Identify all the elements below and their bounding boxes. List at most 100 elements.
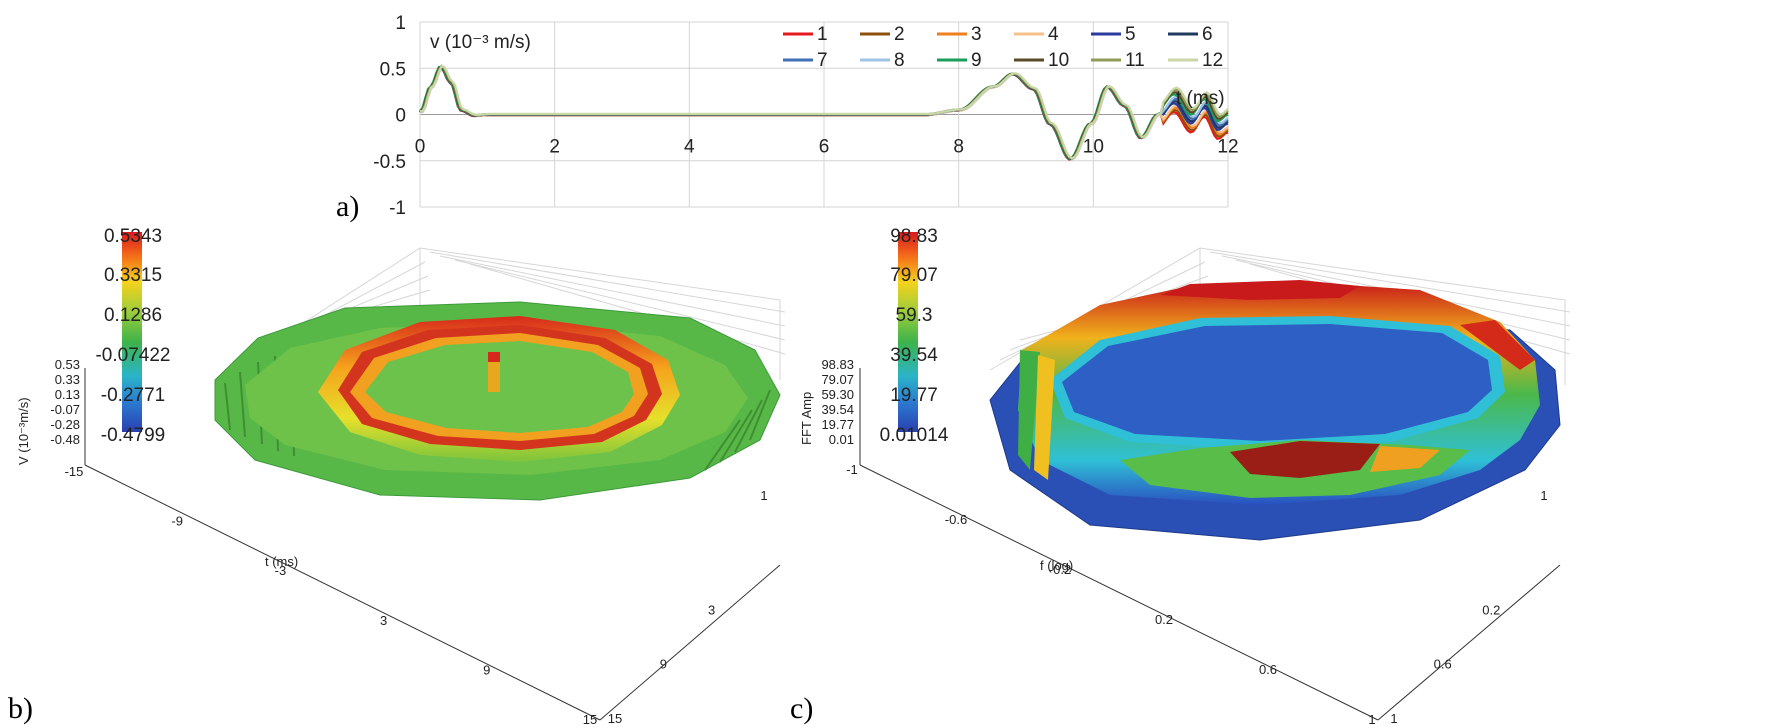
- legend-label: 7: [817, 50, 828, 71]
- x-tick-labels: -15 -9 -3 3 9 15: [65, 464, 598, 727]
- x-tick-label: 0: [415, 137, 426, 158]
- x-axis-label: t (ms): [1176, 88, 1225, 109]
- colorbar-tick-label: 98.83: [890, 226, 938, 247]
- colorbar-tick-label: -0.2771: [101, 385, 165, 406]
- y-tick-labels: 1 0.6 0.2 1: [1390, 488, 1547, 726]
- surface-left-wall: [1018, 350, 1040, 470]
- legend-label: 1: [817, 24, 828, 45]
- x-tick-label: 12: [1217, 137, 1238, 158]
- z-axis: [84, 368, 781, 721]
- z-tick-label: -0.07: [50, 402, 80, 417]
- y-tick-label: 0.5: [380, 59, 406, 80]
- z-tick-label: 19.77: [821, 417, 854, 432]
- colorbar-tick-labels: 98.83 79.07 59.3 39.54 19.77 0.01014: [880, 226, 949, 446]
- y-tick-label: 9: [660, 657, 667, 672]
- z-axis: [859, 368, 1561, 721]
- panel-label-b: b): [8, 692, 33, 725]
- x-tick-label: 15: [583, 712, 597, 727]
- y-tick-label-cut: 1: [1540, 488, 1547, 503]
- y-tick-label: 15: [608, 711, 622, 726]
- legend-label: 5: [1125, 24, 1136, 45]
- x-axis-label: f (log): [1040, 558, 1073, 573]
- z-tick-label: 0.53: [55, 357, 80, 372]
- x-tick-label: 9: [483, 662, 490, 677]
- x-tick-label: 8: [953, 137, 964, 158]
- x-tick-label: 0.2: [1155, 612, 1173, 627]
- x-tick-label: 4: [684, 137, 695, 158]
- colorbar-tick-label: -0.07422: [95, 345, 170, 366]
- colorbar-tick-label: 59.3: [896, 305, 933, 326]
- legend-label: 9: [971, 50, 982, 71]
- colorbar-tick-label: 0.5343: [104, 226, 162, 247]
- surface-crest-back: [1160, 280, 1360, 300]
- y-axis-label: v (10⁻³ m/s): [430, 32, 531, 53]
- y-tick-label: 0.2: [1482, 602, 1500, 617]
- y-tick-label: -1: [389, 198, 406, 219]
- z-tick-label: -0.48: [50, 432, 80, 447]
- colorbar: [898, 232, 918, 432]
- colorbar: [122, 232, 142, 432]
- y-tick-label: 1: [1390, 711, 1397, 726]
- surface-center-spike-top: [488, 352, 500, 362]
- y-tick-label: 0.6: [1434, 657, 1452, 672]
- colorbar-tick-label: 0.3315: [104, 265, 162, 286]
- legend-label: 4: [1048, 24, 1059, 45]
- x-tick-label: -0.2: [1049, 562, 1071, 577]
- colorbar-tick-label: 19.77: [890, 385, 938, 406]
- y-tick-label: 0: [395, 106, 406, 127]
- colorbar-tick-label: -0.4799: [101, 425, 165, 446]
- legend-label: 2: [894, 24, 905, 45]
- colorbar-tick-label: 39.54: [890, 345, 938, 366]
- legend-label: 6: [1202, 24, 1213, 45]
- panel-label-c: c): [790, 692, 813, 725]
- x-tick-label: 0.6: [1259, 662, 1277, 677]
- z-tick-label: 0.33: [55, 372, 80, 387]
- legend: 1 2 3 4 5 67 8 9 10 11 12: [783, 24, 1223, 71]
- colorbar-tick-labels: 0.5343 0.3315 0.1286 -0.07422 -0.2771 -0.4799: [95, 226, 170, 446]
- z-tick-label: 59.30: [821, 387, 854, 402]
- colorbar-tick-label: 79.07: [890, 265, 938, 286]
- x-tick-label: -1: [846, 462, 858, 477]
- legend-label: 8: [894, 50, 905, 71]
- surface-left-wall-face: [1034, 355, 1055, 480]
- y-tick-label: 1: [395, 13, 406, 34]
- surface-front-slope: [1370, 446, 1440, 472]
- z-tick-label: 0.13: [55, 387, 80, 402]
- x-tick-label: -9: [171, 514, 183, 529]
- legend-label: 12: [1202, 50, 1223, 71]
- y-tick-labels: 15 9 3 1: [608, 488, 768, 726]
- y-tick-label-cut: 1: [760, 488, 767, 503]
- legend-label: 11: [1125, 50, 1145, 71]
- surface-floor: [1062, 324, 1492, 441]
- series-line-12: [419, 65, 1229, 160]
- x-tick-label: 10: [1083, 137, 1104, 158]
- x-tick-label: -0.6: [945, 512, 967, 527]
- x-tick-label: -15: [65, 464, 84, 479]
- surface-crest-right: [1460, 320, 1535, 370]
- x-tick-label: -3: [275, 563, 287, 578]
- z-tick-label: 0.01: [829, 432, 854, 447]
- panel-a: 10.50-0.5-1 0 2 4 6 8 10 12 v (10⁻³ m/s) t (ms…: [336, 13, 1239, 223]
- surface-front-peak: [1230, 441, 1380, 478]
- x-axis-label: t (ms): [265, 554, 298, 569]
- z-axis-label: FFT Amp: [799, 392, 814, 445]
- z-tick-label: 98.83: [821, 357, 854, 372]
- x-tick-label: 3: [380, 613, 387, 628]
- y-tick-labels: 1 0.5 0 -0.5 -1: [373, 13, 406, 219]
- y-tick-label: 3: [708, 602, 715, 617]
- series-lines: [419, 64, 1229, 161]
- z-tick-labels: 0.530.330.13-0.07-0.28-0.48: [50, 357, 80, 447]
- panel-b: 0.53430.33150.1286-0.07422-0.2771-0.4799…: [8, 226, 786, 727]
- x-tick-labels: 0 2 4 6 8 10 12: [415, 137, 1239, 158]
- z-tick-label: 39.54: [821, 402, 854, 417]
- x-tick-label: 1: [1368, 712, 1375, 727]
- y-tick-label: -0.5: [373, 152, 406, 173]
- colorbar-tick-label: 0.1286: [104, 305, 162, 326]
- x-tick-label: 2: [549, 137, 560, 158]
- z-tick-label: 79.07: [821, 372, 854, 387]
- colorbar-tick-label: 0.01014: [880, 425, 949, 446]
- z-axis-label: V (10⁻³m/s): [16, 397, 31, 465]
- legend-label: 10: [1048, 50, 1069, 71]
